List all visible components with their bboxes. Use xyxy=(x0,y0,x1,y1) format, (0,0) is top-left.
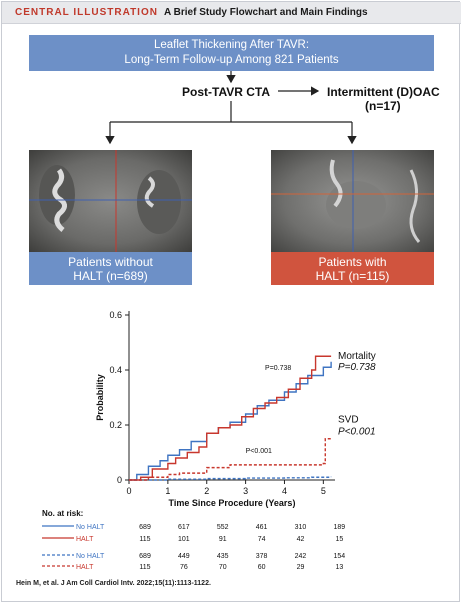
header-title: A Brief Study Flowchart and Main Finding… xyxy=(164,7,368,18)
risk-value: 242 xyxy=(295,553,307,560)
risk-value: 91 xyxy=(219,536,227,543)
header-tag: CENTRAL ILLUSTRATION xyxy=(15,7,158,18)
ct-image-halt xyxy=(271,150,434,252)
risk-value: 15 xyxy=(335,536,343,543)
risk-value: 689 xyxy=(139,524,151,531)
risk-value: 76 xyxy=(180,564,188,571)
study-line-2: Long-Term Follow-up Among 821 Patients xyxy=(124,54,339,66)
ct-image-no-halt xyxy=(29,150,192,252)
y-tick-label: 0.2 xyxy=(109,420,122,430)
risk-table-title: No. at risk: xyxy=(42,509,83,518)
study-line-1: Leaflet Thickening After TAVR: xyxy=(153,39,310,51)
x-tick-label: 4 xyxy=(282,486,287,496)
risk-value: 435 xyxy=(217,553,229,560)
no-halt-box: Patients without HALT (n=689) xyxy=(29,252,192,285)
figure-header: CENTRAL ILLUSTRATION A Brief Study Flowc… xyxy=(2,2,461,24)
x-tick-label: 5 xyxy=(321,486,326,496)
oac-count: (n=17) xyxy=(365,99,401,113)
p-value-annotation: P=0.738 xyxy=(265,365,291,372)
risk-value: 60 xyxy=(258,564,266,571)
risk-value: 101 xyxy=(178,536,190,543)
oac-label: Intermittent (D)OAC xyxy=(327,85,440,99)
no-halt-line-1: Patients without xyxy=(68,255,153,269)
outcome-label-mortality: Mortality xyxy=(338,351,376,362)
risk-row-label: HALT xyxy=(76,564,94,571)
halt-box: Patients with HALT (n=115) xyxy=(271,252,434,285)
study-box: Leaflet Thickening After TAVR: Long-Term… xyxy=(29,35,434,71)
risk-value: 42 xyxy=(297,536,305,543)
risk-value: 310 xyxy=(295,524,307,531)
risk-value: 689 xyxy=(139,553,151,560)
no-halt-line-2: HALT (n=689) xyxy=(73,269,148,283)
risk-value: 378 xyxy=(256,553,268,560)
risk-value: 189 xyxy=(333,524,345,531)
km-chart: 0 0.2 0.4 0.6 0 1 2 3 4 5 Time Since Procedure (Ye… xyxy=(42,310,376,571)
risk-row-label: No HALT xyxy=(76,553,105,560)
series-line-mortality-no-halt xyxy=(129,361,332,481)
risk-value: 617 xyxy=(178,524,190,531)
y-axis-label: Probability xyxy=(95,374,105,421)
series-line-svd-no-halt xyxy=(129,476,332,481)
flow-arrows xyxy=(105,71,357,145)
risk-value: 70 xyxy=(219,564,227,571)
outcome-p-svd: P<0.001 xyxy=(338,427,376,438)
outcome-label-svd: SVD xyxy=(338,414,359,425)
post-cta-label: Post-TAVR CTA xyxy=(182,85,270,99)
x-tick-label: 1 xyxy=(165,486,170,496)
risk-value: 115 xyxy=(139,564,150,571)
halt-line-1: Patients with xyxy=(318,255,387,269)
x-tick-label: 3 xyxy=(243,486,248,496)
y-tick-label: 0 xyxy=(117,475,122,485)
x-tick-label: 2 xyxy=(204,486,209,496)
p-value-annotation: P<0.001 xyxy=(246,448,272,455)
x-tick-label: 0 xyxy=(126,486,131,496)
risk-row-label: HALT xyxy=(76,536,94,543)
risk-value: 449 xyxy=(178,553,190,560)
risk-value: 74 xyxy=(258,536,266,543)
halt-line-2: HALT (n=115) xyxy=(315,269,390,283)
risk-value: 13 xyxy=(335,564,343,571)
series-line-mortality-halt xyxy=(129,355,332,481)
y-tick-label: 0.4 xyxy=(109,365,122,375)
x-axis-label: Time Since Procedure (Years) xyxy=(169,498,296,508)
risk-value: 461 xyxy=(256,524,268,531)
reference: Hein M, et al. J Am Coll Cardiol Intv. 2… xyxy=(16,580,211,587)
risk-row-label: No HALT xyxy=(76,524,105,531)
outcome-p-mortality: P=0.738 xyxy=(338,362,376,373)
risk-value: 29 xyxy=(297,564,305,571)
risk-value: 552 xyxy=(217,524,229,531)
series-line-svd-halt xyxy=(129,438,332,481)
risk-value: 115 xyxy=(139,536,150,543)
risk-value: 154 xyxy=(333,553,345,560)
y-tick-label: 0.6 xyxy=(109,310,122,320)
